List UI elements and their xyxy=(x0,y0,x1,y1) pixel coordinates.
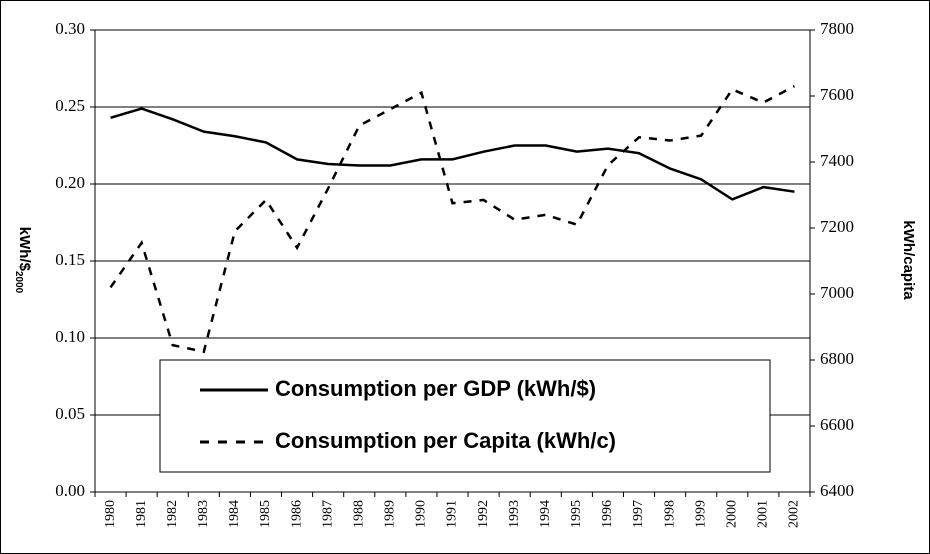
y2-tick-label: 7600 xyxy=(820,85,854,104)
legend-label: Consumption per GDP (kWh/$) xyxy=(275,376,596,401)
x-tick-label: 2000 xyxy=(725,500,740,528)
y-axis-title-subscript: 2000 xyxy=(13,271,24,294)
y2-axis-title: kWh/capita xyxy=(900,220,917,300)
legend-label: Consumption per Capita (kWh/c) xyxy=(275,428,616,453)
y-axis-title-main: kWh/$ xyxy=(16,227,33,272)
x-tick-label: 1986 xyxy=(289,500,304,528)
x-tick-label: 1999 xyxy=(693,500,708,528)
legend-box xyxy=(159,359,771,473)
x-tick-label: 1995 xyxy=(569,500,584,528)
series-line xyxy=(110,107,795,201)
y2-tick-label: 6600 xyxy=(820,415,854,434)
y2-tick-label: 7000 xyxy=(820,283,854,302)
x-tick-label: 1988 xyxy=(351,500,366,528)
y-tick-label: 0.00 xyxy=(55,481,85,500)
x-tick-label: 1982 xyxy=(165,500,180,528)
x-tick-label: 1996 xyxy=(600,500,615,528)
y-tick-label: 0.25 xyxy=(55,96,85,115)
x-tick-label: 2002 xyxy=(787,500,802,528)
y-axis-title: kWh/$2000 xyxy=(13,227,33,294)
y-tick-label: 0.20 xyxy=(55,173,85,192)
x-tick-label: 1993 xyxy=(507,500,522,528)
x-tick-label: 1994 xyxy=(538,500,553,528)
x-tick-label: 1991 xyxy=(445,500,460,528)
x-tick-label: 1998 xyxy=(662,500,677,528)
x-tick-label: 1997 xyxy=(631,500,646,528)
series-line xyxy=(109,84,796,354)
y2-tick-label: 7200 xyxy=(820,217,854,236)
x-tick-label: 1985 xyxy=(258,500,273,528)
y2-tick-label: 7800 xyxy=(820,19,854,38)
x-tick-label: 1987 xyxy=(320,500,335,528)
x-tick-label: 1992 xyxy=(476,500,491,528)
x-tick-label: 1990 xyxy=(414,500,429,528)
y2-tick-label: 7400 xyxy=(820,151,854,170)
x-tick-label: 1983 xyxy=(196,500,211,528)
y2-tick-label: 6400 xyxy=(820,481,854,500)
y2-tick-label: 6800 xyxy=(820,349,854,368)
y-tick-label: 0.30 xyxy=(55,19,85,38)
x-tick-label: 1989 xyxy=(383,500,398,528)
x-tick-label: 1981 xyxy=(134,500,149,528)
y-tick-label: 0.15 xyxy=(55,250,85,269)
x-tick-label: 1984 xyxy=(227,500,242,528)
y-tick-label: 0.10 xyxy=(55,327,85,346)
y-tick-label: 0.05 xyxy=(55,404,85,423)
x-tick-label: 1980 xyxy=(103,500,118,528)
x-tick-label: 2001 xyxy=(756,500,771,528)
